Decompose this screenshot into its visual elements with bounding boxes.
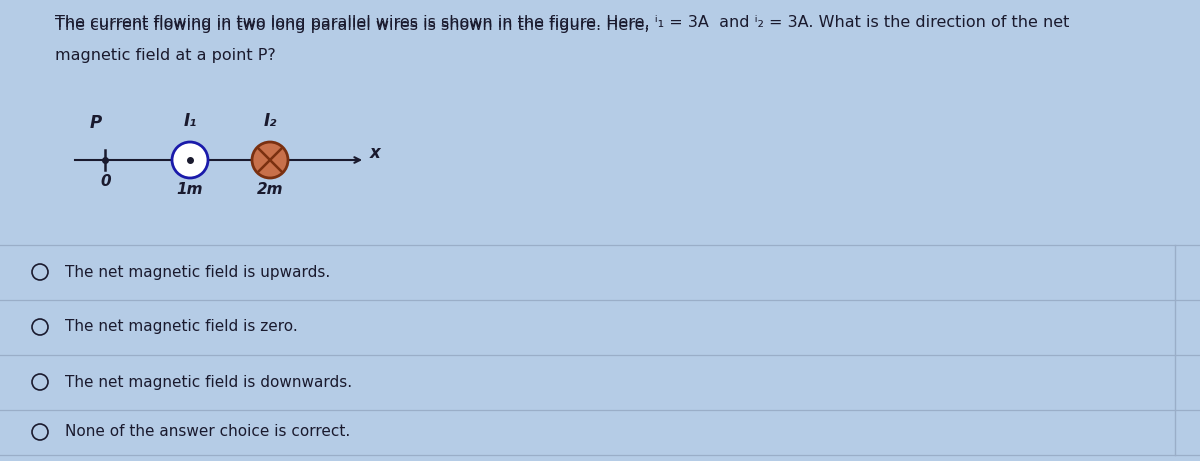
Text: 1m: 1m (176, 182, 203, 197)
Text: 2m: 2m (257, 182, 283, 197)
Text: P: P (90, 114, 102, 132)
Text: I₂: I₂ (263, 112, 277, 130)
Text: The net magnetic field is downwards.: The net magnetic field is downwards. (65, 374, 352, 390)
Text: The current flowing in two long parallel wires is shown in the figure. Here, ⁱ₁ : The current flowing in two long parallel… (55, 15, 1069, 30)
Text: None of the answer choice is correct.: None of the answer choice is correct. (65, 425, 350, 439)
Text: I₁: I₁ (184, 112, 197, 130)
Ellipse shape (252, 142, 288, 178)
Text: magnetic field at a point P?: magnetic field at a point P? (55, 48, 276, 63)
Text: x: x (370, 144, 380, 162)
Text: 0: 0 (100, 174, 110, 189)
Ellipse shape (172, 142, 208, 178)
Text: The current flowing in two long parallel wires is shown in the figure. Here,: The current flowing in two long parallel… (55, 18, 655, 33)
Text: The net magnetic field is zero.: The net magnetic field is zero. (65, 319, 298, 335)
Text: The net magnetic field is upwards.: The net magnetic field is upwards. (65, 265, 330, 279)
